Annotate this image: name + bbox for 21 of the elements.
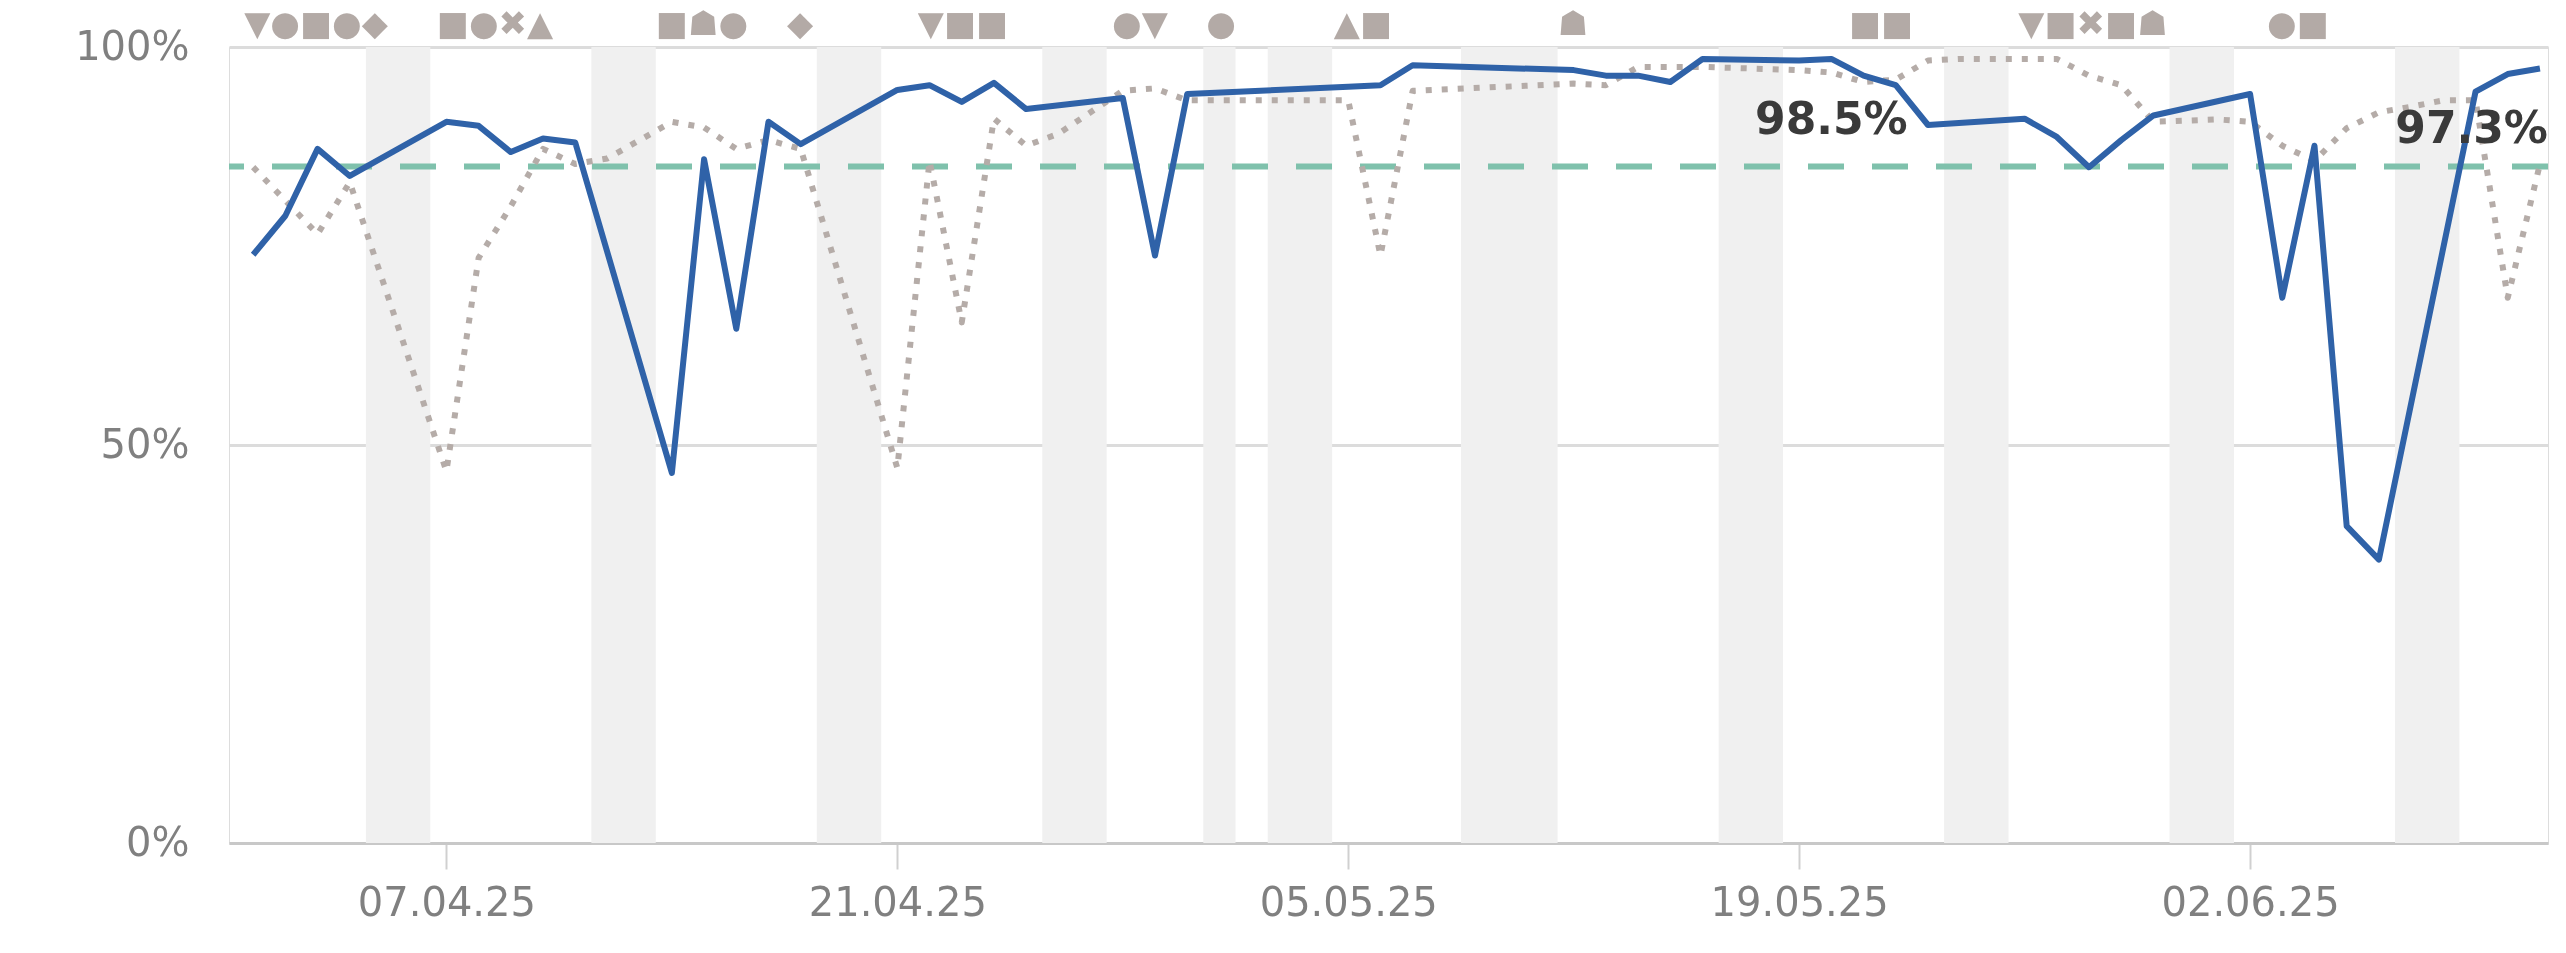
text: ●■	[2267, 3, 2329, 43]
text: ▼●■●◆	[244, 3, 389, 43]
x-tick-label: 19.05.25	[1710, 878, 1889, 925]
text: ●	[1206, 3, 1236, 43]
x-tick-label: 02.06.25	[2161, 878, 2340, 925]
text: ☗	[1557, 3, 1589, 43]
text: ■●✖▲	[436, 3, 555, 43]
data-label: 98.5%	[1755, 92, 1908, 144]
y-tick-label: 50%	[100, 420, 190, 467]
y-tick-label: 0%	[126, 818, 190, 865]
text: ▼■✖■☗	[2018, 3, 2168, 43]
x-tick-label: 05.05.25	[1259, 878, 1438, 925]
y-tick-label: 100%	[75, 22, 190, 69]
x-tick-label: 21.04.25	[808, 878, 987, 925]
text: ■■	[1848, 3, 1914, 43]
text: ◆	[786, 3, 814, 43]
text: ▲■	[1333, 3, 1393, 43]
text: ●▼	[1112, 3, 1169, 43]
text: ■☗●	[655, 3, 749, 43]
text: ▼■■	[917, 3, 1009, 43]
x-tick-label: 07.04.25	[357, 878, 536, 925]
